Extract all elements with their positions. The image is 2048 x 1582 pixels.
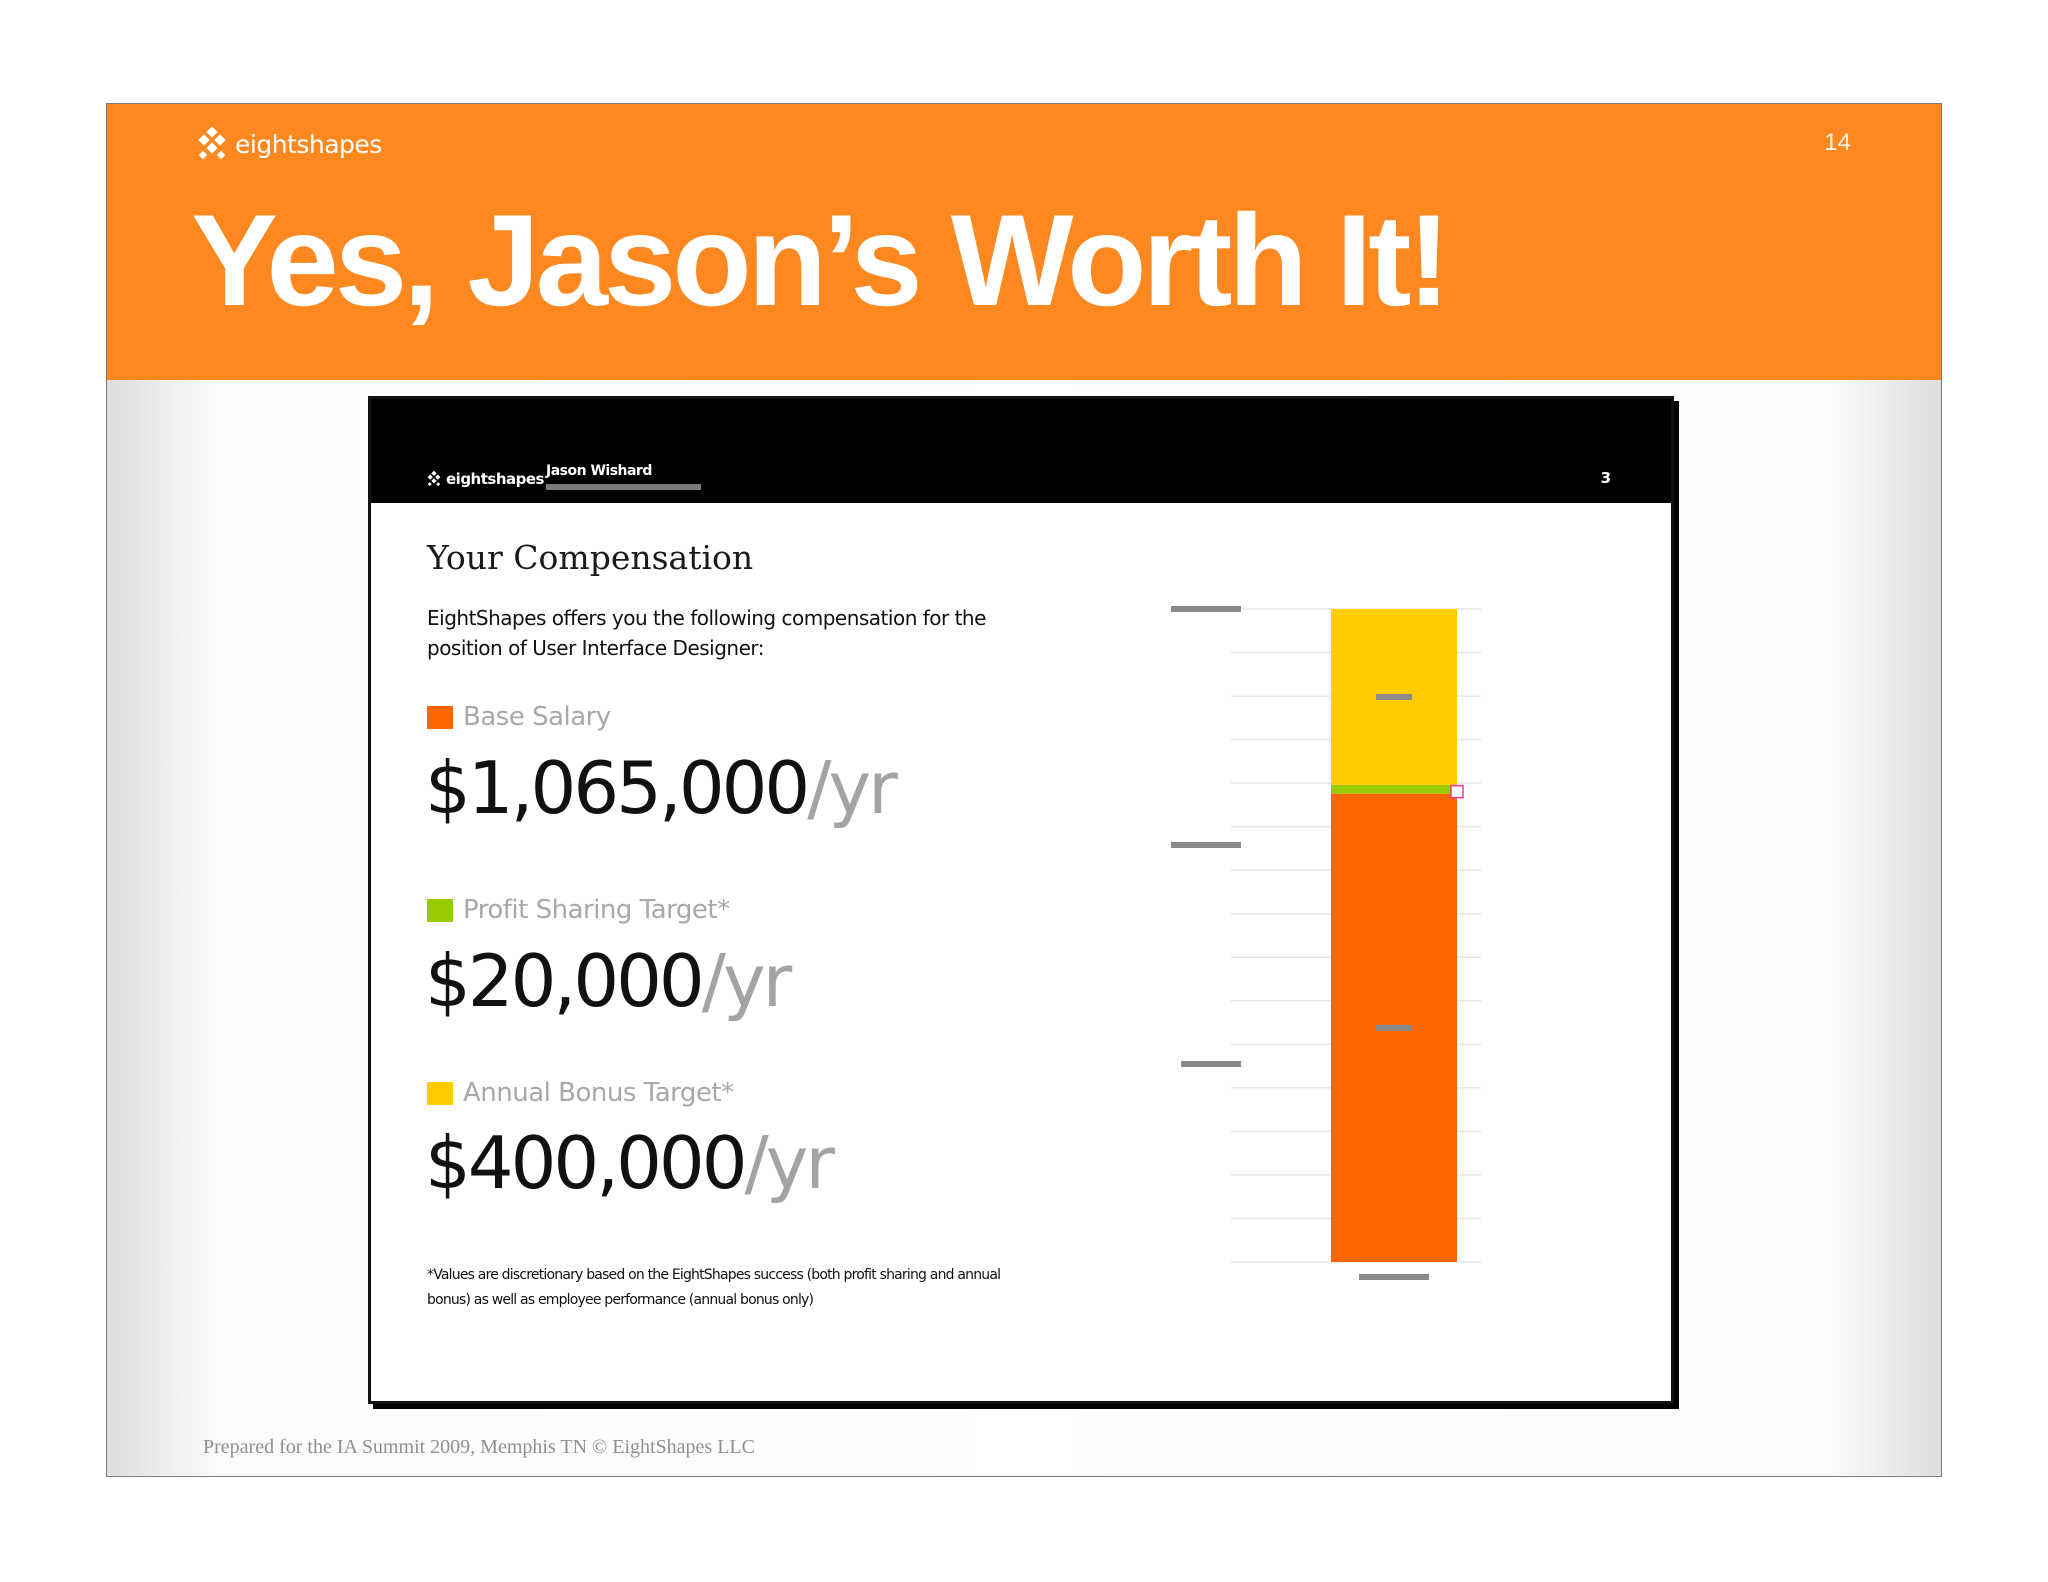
chart-bar-segment-profit-sharing-target	[1331, 784, 1457, 794]
annual-bonus-label-text: Annual Bonus Target*	[463, 1078, 734, 1108]
annual-bonus-label: Annual Bonus Target*	[427, 1078, 734, 1108]
employee-name: Jason Wishard	[546, 463, 652, 479]
base-salary-label: Base Salary	[427, 702, 611, 732]
slide-footer: Prepared for the IA Summit 2009, Memphis…	[203, 1436, 755, 1458]
profit-sharing-amount: $20,000	[425, 939, 705, 1023]
annual-bonus-swatch	[427, 1081, 453, 1105]
profit-sharing-unit: /yr	[701, 939, 792, 1023]
eightshapes-logo-icon	[198, 127, 226, 160]
chart-segment-label-2	[1376, 693, 1412, 700]
profit-sharing-swatch	[427, 898, 453, 922]
chart-category-label-0	[1359, 1274, 1429, 1280]
profit-sharing-label: Profit Sharing Target*	[427, 895, 730, 925]
slide: eightshapes 14 Yes, Jason’s Worth It! ei…	[106, 103, 1942, 1477]
document-heading: Your Compensation	[427, 538, 754, 577]
chart-selection-handle	[1450, 784, 1464, 799]
base-salary-amount: $1,065,000	[425, 746, 810, 830]
brand-name: eightshapes	[235, 129, 382, 159]
eightshapes-logo-icon	[427, 471, 441, 487]
document-logo: eightshapes	[426, 470, 544, 488]
chart-segment-label-0	[1376, 1024, 1412, 1031]
base-salary-swatch	[427, 705, 453, 729]
chart-axis-tick-0	[1171, 606, 1241, 612]
profit-sharing-value: $20,000/yr	[425, 945, 792, 1017]
document-page-number: 3	[1600, 469, 1611, 487]
slide-title: Yes, Jason’s Worth It!	[191, 187, 1451, 333]
document-brand-name: eightshapes	[446, 470, 544, 488]
document-header-bar: eightshapes Jason Wishard 3	[371, 399, 1671, 503]
compensation-stacked-bar-chart	[1171, 606, 1481, 1280]
base-salary-unit: /yr	[807, 746, 897, 830]
brand-logo: eightshapes	[195, 124, 382, 164]
slide-page-number: 14	[1824, 129, 1851, 156]
chart-axis-tick-2	[1181, 1061, 1241, 1067]
base-salary-value: $1,065,000/yr	[425, 752, 898, 824]
annual-bonus-value: $400,000/yr	[425, 1127, 835, 1199]
annual-bonus-amount: $400,000	[425, 1121, 748, 1205]
compensation-document: eightshapes Jason Wishard 3 Your Compens…	[368, 396, 1674, 1404]
annual-bonus-unit: /yr	[744, 1121, 835, 1205]
document-footnote: *Values are discretionary based on the E…	[427, 1267, 1001, 1308]
profit-sharing-label-text: Profit Sharing Target*	[463, 895, 730, 925]
base-salary-label-text: Base Salary	[463, 702, 611, 732]
chart-axis-tick-1	[1171, 842, 1241, 848]
document-intro: EightShapes offers you the following com…	[427, 606, 986, 660]
slide-header: eightshapes 14 Yes, Jason’s Worth It!	[107, 104, 1941, 380]
employee-name-underline	[546, 484, 701, 490]
